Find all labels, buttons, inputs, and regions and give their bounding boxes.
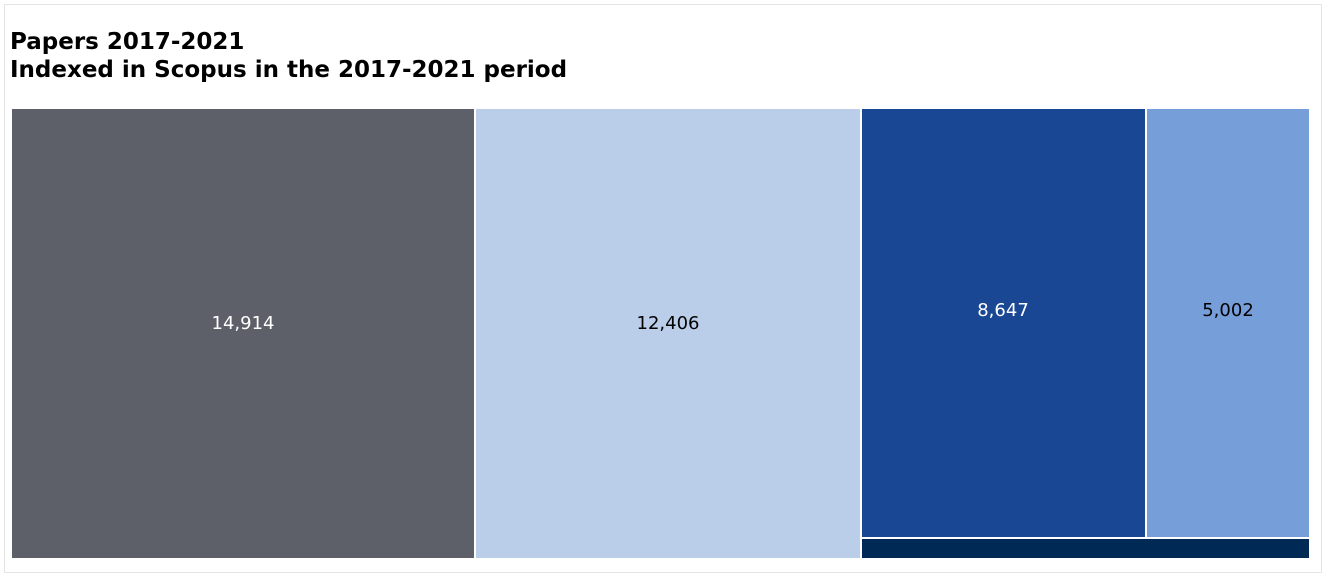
tile-label-1: 14,914 xyxy=(212,313,275,334)
treemap-tile-1[interactable]: 14,914 xyxy=(10,107,476,560)
treemap-tile-3[interactable]: 8,647 xyxy=(860,107,1147,539)
tile-label-2: 12,406 xyxy=(637,313,700,334)
tile-label-4: 5,002 xyxy=(1202,300,1254,321)
treemap-tile-4[interactable]: 5,002 xyxy=(1145,107,1311,539)
chart-title: Papers 2017-2021 xyxy=(10,29,245,55)
tile-rect-2 xyxy=(474,107,862,560)
tile-rect-3 xyxy=(860,107,1147,539)
chart-subtitle: Indexed in Scopus in the 2017-2021 perio… xyxy=(10,57,568,83)
treemap-tile-5[interactable] xyxy=(860,537,1311,560)
tile-label-3: 8,647 xyxy=(977,300,1029,321)
tile-rect-5 xyxy=(860,537,1311,560)
tile-rect-4 xyxy=(1145,107,1311,539)
treemap-tile-2[interactable]: 12,406 xyxy=(474,107,862,560)
chart-heading: Papers 2017-2021 Indexed in Scopus in th… xyxy=(10,28,567,84)
